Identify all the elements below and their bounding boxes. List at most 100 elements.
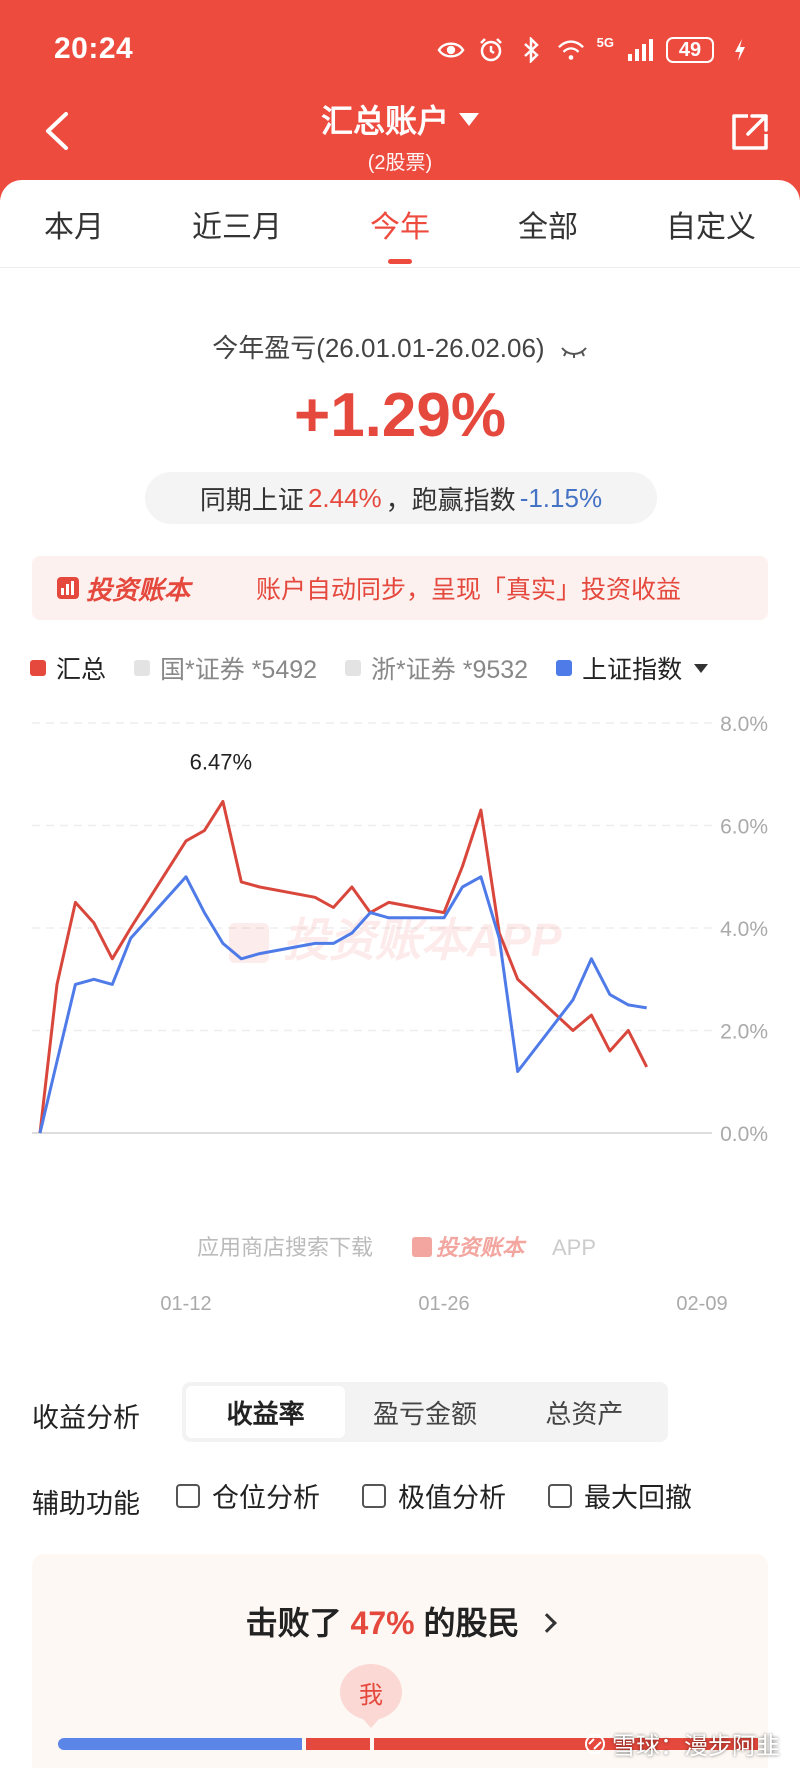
- me-marker: 我: [340, 1664, 402, 1720]
- wifi-icon: [557, 36, 585, 64]
- checkbox-box: [548, 1483, 572, 1508]
- banner-logo: 投资账本: [56, 570, 190, 607]
- chevron-left-icon: [46, 112, 68, 150]
- legend-item-index[interactable]: 上证指数: [556, 650, 709, 686]
- tab-custom[interactable]: 自定义: [666, 210, 756, 244]
- tab-three-months[interactable]: 近三月: [192, 210, 282, 244]
- chevron-right-icon: [537, 1612, 558, 1633]
- legend-swatch: [30, 660, 46, 676]
- excess-percent: -1.15%: [519, 482, 603, 513]
- metric-option-return-rate[interactable]: 收益率: [186, 1386, 346, 1438]
- status-icons: 5G 49: [437, 34, 754, 64]
- legend-label: 浙*证券 *9532: [371, 656, 529, 684]
- distribution-near-segment: [306, 1738, 370, 1750]
- caret-down-icon: [459, 112, 479, 126]
- distribution-beaten-segment: [58, 1738, 302, 1750]
- checkbox-position-analysis[interactable]: 仓位分析: [176, 1476, 320, 1515]
- legend-label: 汇总: [56, 656, 107, 684]
- banner-text: 账户自动同步，呈现「真实」投资收益: [256, 576, 682, 604]
- legend-label: 上证指数: [582, 656, 683, 684]
- network-label: 5G: [596, 34, 614, 50]
- chart-watermark: 投资账本APP: [229, 914, 562, 966]
- account-selector[interactable]: 汇总账户 (2股票): [200, 96, 600, 175]
- chart-legend: 汇总 国*证券 *5492 浙*证券 *9532 上证指数: [30, 650, 770, 686]
- watermark-main: 投资账本APP: [283, 914, 562, 966]
- checkbox-extreme-analysis[interactable]: 极值分析: [362, 1476, 506, 1515]
- charging-icon: [726, 36, 754, 64]
- compare-prefix: 同期上证: [199, 484, 304, 515]
- aux-options: 仓位分析 极值分析 最大回撤: [176, 1476, 692, 1515]
- legend-label: 国*证券 *5492: [160, 656, 318, 684]
- return-chart[interactable]: 投资账本APP 应用商店搜索下载 投资账本 APP 0.0%2.0%4.0%6.…: [0, 700, 800, 1320]
- footer-logo-icon: [412, 1237, 432, 1257]
- legend-item-account-5492[interactable]: 国*证券 *5492: [134, 650, 317, 686]
- source-watermark: 雪球：漫步阿韭: [584, 1726, 780, 1761]
- tab-this-year[interactable]: 今年: [360, 190, 440, 258]
- promo-banner[interactable]: 投资账本 账户自动同步，呈现「真实」投资收益: [32, 556, 768, 620]
- page-subtitle: (2股票): [367, 152, 433, 174]
- legend-swatch: [556, 660, 573, 676]
- ranking-percent: 47%: [350, 1605, 415, 1641]
- checkbox-label: 极值分析: [398, 1483, 506, 1513]
- x-tick-label: 01-26: [418, 1293, 469, 1315]
- snowball-icon: [585, 1733, 605, 1754]
- page-title: 汇总账户: [320, 103, 449, 139]
- x-tick-label: 02-09: [676, 1293, 727, 1315]
- legend-swatch: [345, 660, 362, 676]
- x-tick-label: 01-12: [160, 1293, 211, 1315]
- legend-item-account-9532[interactable]: 浙*证券 *9532: [345, 650, 528, 686]
- peak-label: 6.47%: [190, 749, 252, 774]
- checkbox-label: 仓位分析: [212, 1483, 320, 1513]
- watermark-footer-text: 应用商店搜索下载: [197, 1235, 373, 1260]
- back-button[interactable]: [38, 108, 78, 154]
- y-tick-label: 8.0%: [720, 713, 768, 736]
- series-line-index: [38, 875, 647, 1134]
- y-tick-label: 0.0%: [720, 1123, 768, 1146]
- ranking-prefix: 击败了: [245, 1605, 342, 1641]
- metric-option-total-assets[interactable]: 总资产: [545, 1398, 624, 1429]
- checkbox-max-drawdown[interactable]: 最大回撤: [548, 1476, 692, 1515]
- analysis-label: 收益分析: [32, 1403, 140, 1433]
- checkbox-box: [362, 1483, 386, 1508]
- y-tick-label: 4.0%: [720, 918, 768, 941]
- caret-down-icon: [694, 663, 709, 673]
- return-percent: +1.29%: [293, 381, 506, 450]
- index-percent: 2.44%: [307, 482, 382, 513]
- status-bar: 20:24 5G 49: [0, 0, 800, 100]
- tab-this-month[interactable]: 本月: [44, 210, 104, 244]
- watermark-footer-suffix: APP: [552, 1235, 596, 1260]
- banner-logo-text: 投资账本: [86, 574, 191, 605]
- watermark-text: 雪球：漫步阿韭: [612, 1733, 780, 1760]
- eye-closed-icon[interactable]: [560, 335, 588, 366]
- compare-mid: ，跑赢指数: [385, 484, 516, 515]
- ranking-suffix: 的股民: [423, 1605, 520, 1641]
- share-button[interactable]: [730, 112, 770, 152]
- share-icon: [732, 114, 768, 150]
- series-line-total: [38, 799, 649, 1134]
- metric-option-pnl-amount[interactable]: 盈亏金额: [372, 1398, 477, 1429]
- signal-icon: [626, 36, 654, 64]
- ranking-title: 击败了 47% 的股民: [32, 1598, 768, 1644]
- period-tabs: 本月 近三月 今年 全部 自定义: [0, 180, 800, 268]
- checkbox-label: 最大回撤: [584, 1483, 692, 1513]
- watermark-footer-brand: 投资账本: [436, 1235, 527, 1260]
- aux-label: 辅助功能: [32, 1489, 140, 1519]
- app-header: 20:24 5G 49 汇总账户: [0, 0, 800, 200]
- status-time: 20:24: [54, 32, 134, 65]
- period-label: 今年盈亏(26.01.01-26.02.06): [212, 333, 545, 363]
- battery-icon: 49: [666, 37, 714, 63]
- y-tick-label: 6.0%: [720, 816, 768, 839]
- analysis-metric-switch: 收益率 盈亏金额 总资产: [182, 1382, 668, 1442]
- alarm-icon: [477, 36, 505, 64]
- bluetooth-icon: [517, 36, 545, 64]
- ranking-card[interactable]: 击败了 47% 的股民 我: [32, 1554, 768, 1768]
- eye-icon: [437, 36, 465, 64]
- tab-all[interactable]: 全部: [518, 210, 578, 244]
- index-compare: 同期上证 2.44% ，跑赢指数 -1.15%: [145, 472, 657, 524]
- checkbox-box: [176, 1483, 200, 1508]
- legend-swatch: [134, 660, 151, 676]
- distribution-bar: [58, 1738, 758, 1750]
- period-label-row: 今年盈亏(26.01.01-26.02.06): [0, 328, 800, 366]
- legend-item-total[interactable]: 汇总: [30, 650, 106, 686]
- chart-footer-watermark: 应用商店搜索下载 投资账本 APP: [197, 1235, 596, 1260]
